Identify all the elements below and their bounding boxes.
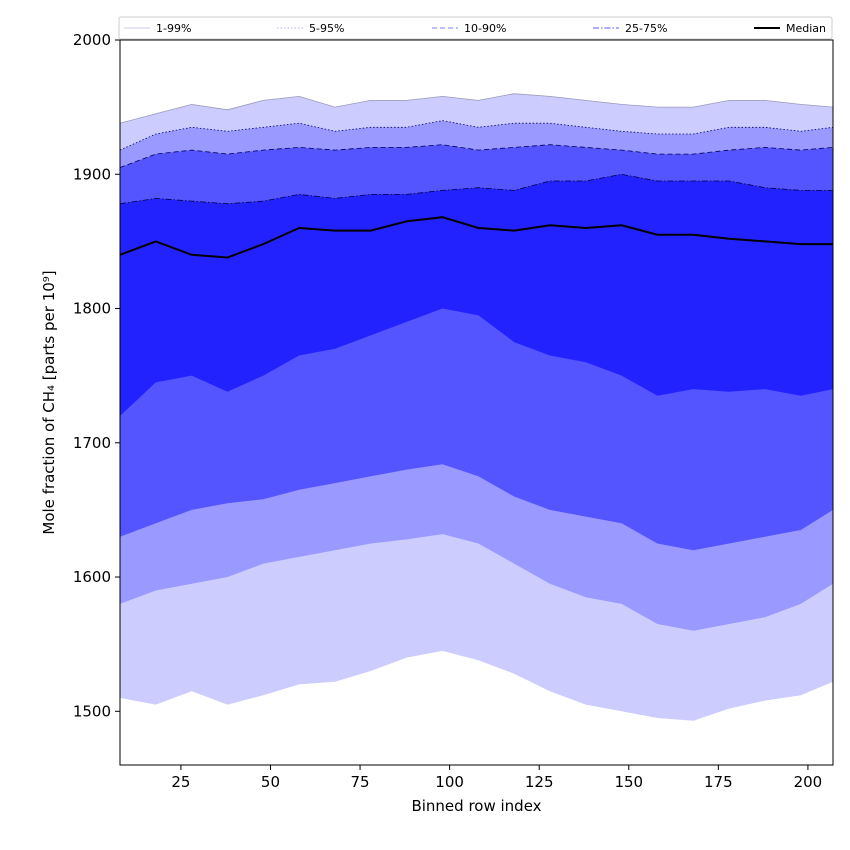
y-axis-label: Mole fraction of CH₄ [parts per 10⁹] xyxy=(40,270,58,534)
band-2-upper-line xyxy=(119,144,834,168)
median-line xyxy=(119,216,833,259)
y-axis: 1500 1600 1700 1800 1900 2000 xyxy=(73,31,120,720)
x-tick-label: 75 xyxy=(351,773,370,791)
band-3-upper-line xyxy=(119,173,833,205)
x-tick-label: 50 xyxy=(261,773,280,791)
x-axis-label: Binned row index xyxy=(411,797,541,815)
x-axis: 25 50 75 100 125 150 175 200 xyxy=(171,765,822,791)
legend-label: 5-95% xyxy=(309,22,344,35)
x-tick-label: 25 xyxy=(171,773,190,791)
legend-box xyxy=(118,16,833,40)
median-layer xyxy=(119,216,833,259)
x-tick-label: 100 xyxy=(435,773,464,791)
y-tick-label: 1600 xyxy=(73,568,111,586)
y-tick-label: 1900 xyxy=(73,165,111,183)
legend: 1-99% 5-95% 10-90% 25-75% Median xyxy=(118,16,833,40)
legend-label: 10-90% xyxy=(464,22,506,35)
x-tick-label: 200 xyxy=(794,773,823,791)
x-tick-label: 175 xyxy=(704,773,733,791)
y-tick-label: 1500 xyxy=(73,702,111,720)
legend-label: 1-99% xyxy=(156,22,191,35)
y-tick-label: 1800 xyxy=(73,300,111,318)
band-1-upper-line xyxy=(119,120,834,151)
x-tick-label: 150 xyxy=(614,773,643,791)
legend-label: Median xyxy=(786,22,826,35)
legend-label: 25-75% xyxy=(625,22,667,35)
x-tick-label: 125 xyxy=(525,773,554,791)
band-0-upper-line xyxy=(119,93,834,124)
plot-frame xyxy=(119,39,834,766)
y-tick-label: 2000 xyxy=(73,31,111,49)
y-tick-label: 1700 xyxy=(73,434,111,452)
bands-layer xyxy=(119,93,834,721)
